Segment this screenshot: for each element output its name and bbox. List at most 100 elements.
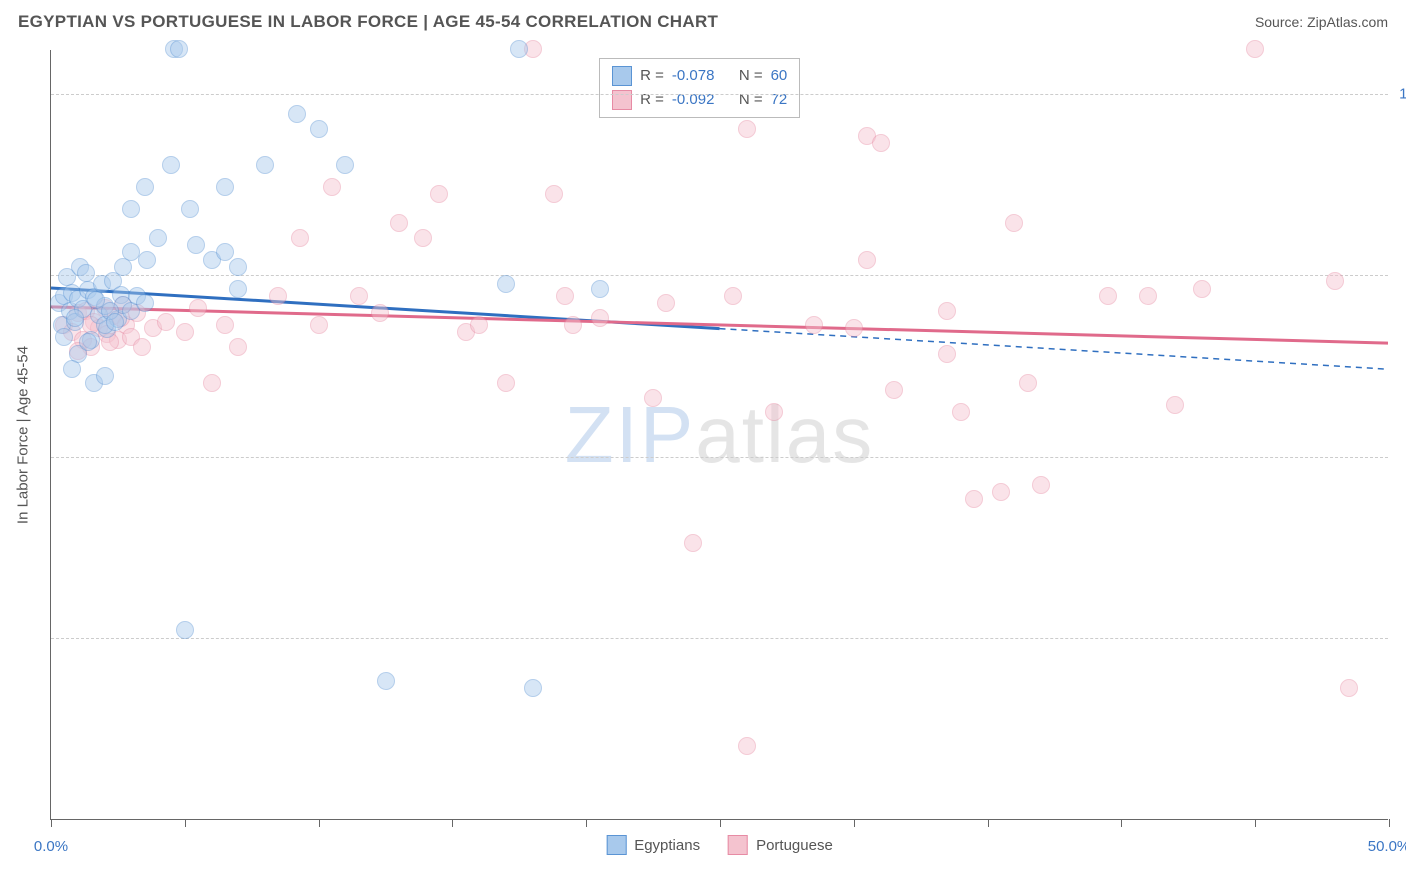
grid-line: [51, 457, 1388, 458]
x-tick: [720, 819, 721, 827]
scatter-point: [79, 333, 97, 351]
scatter-point: [545, 185, 563, 203]
x-tick: [1255, 819, 1256, 827]
legend-swatch: [728, 835, 748, 855]
scatter-point: [96, 367, 114, 385]
legend-stat-row: R =-0.078 N =60: [612, 64, 787, 88]
scatter-point: [657, 294, 675, 312]
x-tick: [319, 819, 320, 827]
x-tick: [185, 819, 186, 827]
trend-line: [51, 307, 1388, 343]
legend-item: Portuguese: [728, 835, 833, 855]
chart-title: EGYPTIAN VS PORTUGUESE IN LABOR FORCE | …: [18, 12, 718, 32]
scatter-point: [738, 737, 756, 755]
y-axis-title: In Labor Force | Age 45-54: [15, 345, 32, 523]
scatter-point: [805, 316, 823, 334]
source-label: Source: ZipAtlas.com: [1255, 14, 1388, 30]
legend-swatch: [612, 66, 632, 86]
grid-line: [51, 94, 1388, 95]
scatter-point: [591, 309, 609, 327]
scatter-point: [256, 156, 274, 174]
x-tick: [854, 819, 855, 827]
scatter-point: [684, 534, 702, 552]
scatter-point: [77, 264, 95, 282]
y-tick-label: 100.0%: [1394, 85, 1406, 102]
scatter-point: [216, 316, 234, 334]
legend-stat-row: R =-0.092 N =72: [612, 88, 787, 112]
scatter-point: [390, 214, 408, 232]
legend-item: Egyptians: [606, 835, 700, 855]
scatter-point: [497, 275, 515, 293]
scatter-point: [556, 287, 574, 305]
scatter-point: [288, 105, 306, 123]
scatter-point: [216, 243, 234, 261]
scatter-point: [872, 134, 890, 152]
y-tick-label: 87.5%: [1394, 267, 1406, 284]
scatter-point: [371, 304, 389, 322]
scatter-point: [1166, 396, 1184, 414]
scatter-point: [430, 185, 448, 203]
x-tick-label: 0.0%: [34, 838, 68, 855]
y-tick-label: 62.5%: [1394, 630, 1406, 647]
scatter-point: [470, 316, 488, 334]
scatter-point: [765, 403, 783, 421]
x-tick: [988, 819, 989, 827]
scatter-point: [176, 621, 194, 639]
scatter-point: [157, 313, 175, 331]
chart-header: EGYPTIAN VS PORTUGUESE IN LABOR FORCE | …: [18, 12, 1388, 32]
legend-series: Egyptians Portuguese: [606, 835, 833, 855]
scatter-point: [170, 40, 188, 58]
scatter-point: [122, 200, 140, 218]
scatter-point: [136, 294, 154, 312]
grid-line: [51, 638, 1388, 639]
scatter-point: [66, 309, 84, 327]
scatter-point: [992, 483, 1010, 501]
scatter-point: [133, 338, 151, 356]
scatter-point: [644, 389, 662, 407]
scatter-point: [414, 229, 432, 247]
scatter-point: [323, 178, 341, 196]
scatter-point: [1340, 679, 1358, 697]
scatter-point: [176, 323, 194, 341]
watermark-part2: atlas: [695, 390, 874, 479]
scatter-point: [952, 403, 970, 421]
scatter-point: [187, 236, 205, 254]
scatter-point: [591, 280, 609, 298]
scatter-point: [229, 280, 247, 298]
legend-correlation-box: R =-0.078 N =60R =-0.092 N =72: [599, 58, 800, 118]
scatter-point: [524, 679, 542, 697]
scatter-point: [162, 156, 180, 174]
legend-label: Portuguese: [756, 837, 833, 854]
scatter-point: [1246, 40, 1264, 58]
scatter-point: [350, 287, 368, 305]
trend-lines-svg: [51, 50, 1388, 819]
scatter-point: [229, 338, 247, 356]
watermark-part1: ZIP: [565, 390, 695, 479]
scatter-point: [181, 200, 199, 218]
scatter-point: [189, 299, 207, 317]
x-tick: [452, 819, 453, 827]
scatter-point: [336, 156, 354, 174]
scatter-point: [1005, 214, 1023, 232]
scatter-point: [1326, 272, 1344, 290]
grid-line: [51, 275, 1388, 276]
plot-area: In Labor Force | Age 45-54 ZIPatlas R =-…: [50, 50, 1388, 820]
scatter-point: [497, 374, 515, 392]
scatter-point: [1019, 374, 1037, 392]
x-tick: [586, 819, 587, 827]
scatter-point: [724, 287, 742, 305]
scatter-point: [738, 120, 756, 138]
legend-label: Egyptians: [634, 837, 700, 854]
scatter-point: [229, 258, 247, 276]
x-tick: [51, 819, 52, 827]
scatter-point: [269, 287, 287, 305]
watermark: ZIPatlas: [565, 389, 874, 481]
x-tick: [1389, 819, 1390, 827]
x-tick-label: 50.0%: [1368, 838, 1406, 855]
scatter-point: [63, 360, 81, 378]
trend-line: [720, 329, 1389, 370]
scatter-point: [938, 345, 956, 363]
scatter-point: [885, 381, 903, 399]
legend-swatch: [606, 835, 626, 855]
scatter-point: [291, 229, 309, 247]
